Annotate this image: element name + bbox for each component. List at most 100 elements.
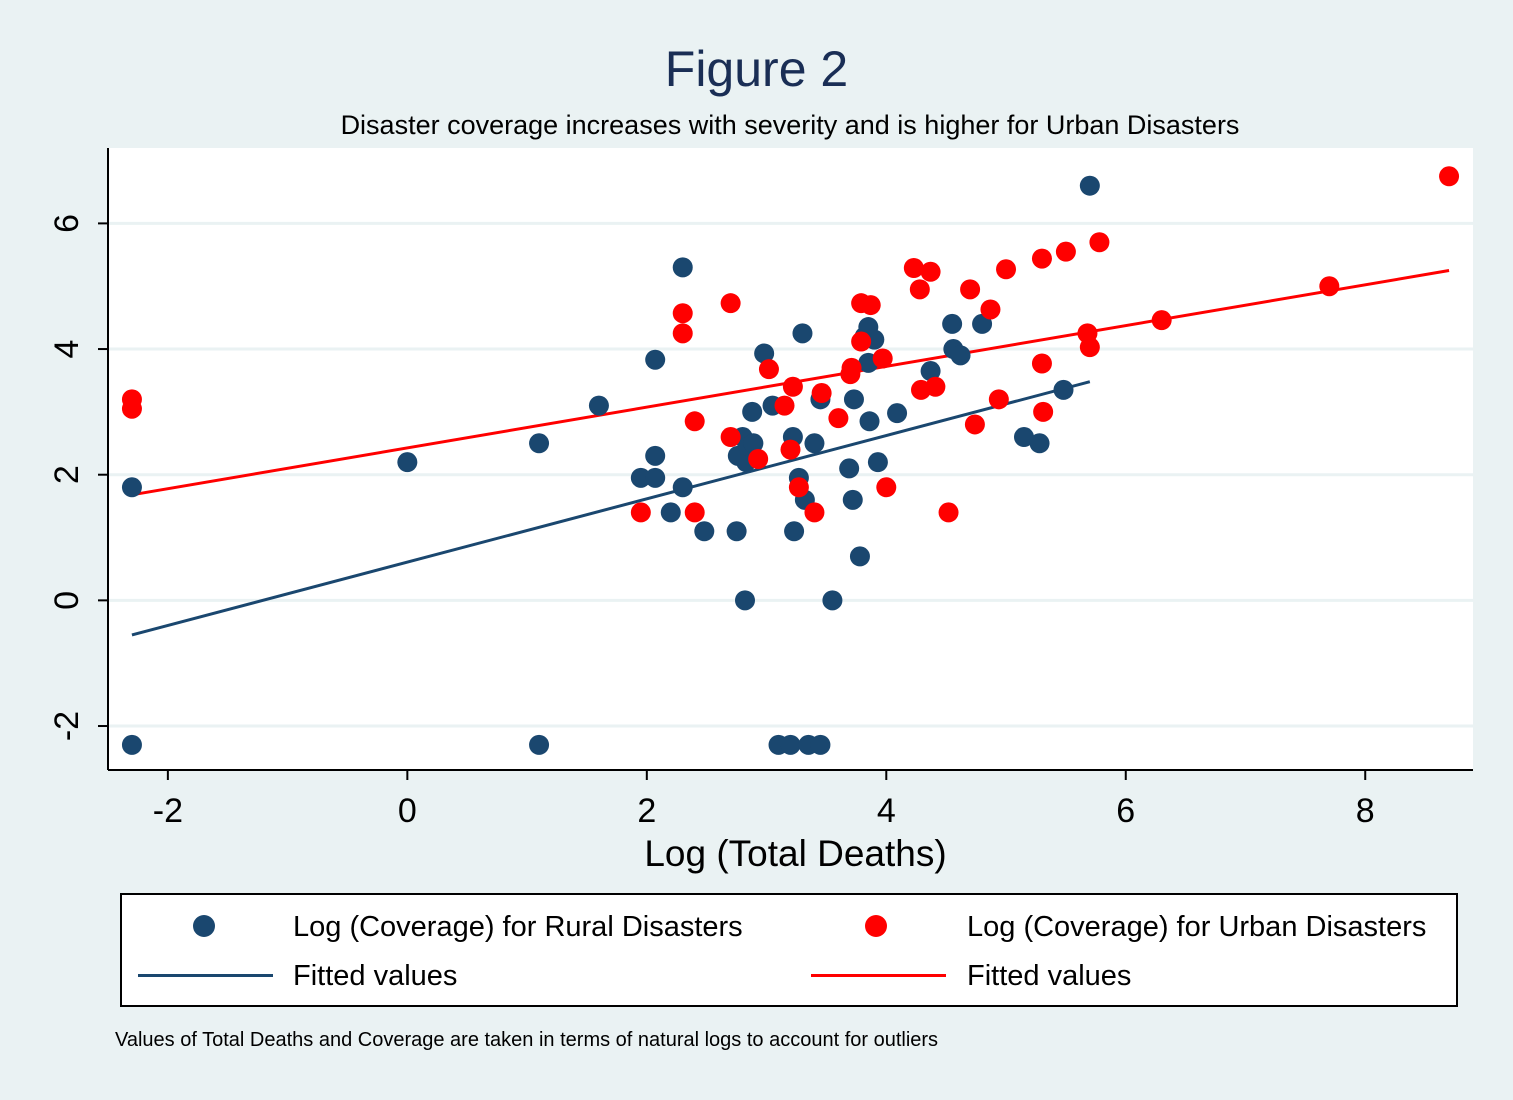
rural-point [645,445,666,466]
rural-point [942,313,963,334]
rural-point [842,489,863,510]
urban-point [1089,232,1110,253]
x-tick-label: 0 [398,792,417,830]
urban-point [988,389,1009,410]
rural-point [660,502,681,523]
urban-point [996,259,1017,280]
rural-point [780,734,801,755]
urban-point [804,502,825,523]
rural-point [849,546,870,567]
urban-point [925,376,946,397]
footnote: Values of Total Deaths and Coverage are … [115,1029,939,1051]
rural-point [920,361,941,382]
rural-point [121,477,142,498]
y-tick-label: 2 [48,465,86,484]
chart-title: Figure 2 [664,41,849,97]
urban-point [1033,401,1054,422]
urban-point [938,502,959,523]
urban-point [872,348,893,369]
urban-point [720,427,741,448]
rural-point [804,433,825,454]
rural-point [784,521,805,542]
x-axis-title: Log (Total Deaths) [644,833,946,874]
urban-point [903,258,924,279]
legend-line-urban-fit [811,974,946,977]
rural-point [726,521,747,542]
urban-point [748,449,769,469]
urban-point [788,477,809,498]
urban-point [121,398,142,419]
x-tick-label: 8 [1356,792,1375,830]
y-tick-label: 0 [48,591,86,610]
urban-point [909,279,930,300]
urban-point [960,279,981,300]
rural-point [630,467,651,488]
urban-point [672,323,693,344]
urban-point [1031,353,1052,374]
rural-point [822,590,843,611]
urban-point [841,357,862,378]
rural-point [810,734,831,755]
urban-point [672,303,693,324]
urban-point [964,414,985,435]
urban-point [1055,241,1076,262]
urban-point [782,376,803,397]
legend-marker-rural [193,915,215,937]
legend-label-urban-fit: Fitted values [967,960,1132,992]
fit-line-rural [131,380,1091,637]
urban-point [851,331,872,352]
urban-point [630,502,651,523]
urban-point [1031,248,1052,269]
legend-line-rural-fit [138,974,273,977]
rural-point [121,734,142,755]
rural-point [1053,379,1074,400]
urban-point [1079,337,1100,358]
rural-point [694,521,715,542]
rural-point [588,395,609,416]
rural-point [735,590,755,611]
urban-point [774,395,795,416]
x-tick-label: 4 [877,792,896,830]
legend-label-urban: Log (Coverage) for Urban Disasters [967,911,1427,943]
urban-point [1439,166,1460,187]
rural-point [645,349,666,370]
legend-marker-urban [865,915,887,937]
urban-point [684,502,705,523]
x-tick-label: -2 [153,792,183,830]
urban-point [1151,310,1172,331]
rural-point [859,411,880,432]
rural-point [397,452,418,473]
urban-point [811,383,832,404]
legend-label-rural: Log (Coverage) for Rural Disasters [293,911,743,943]
urban-point [920,261,941,282]
legend: Log (Coverage) for Rural Disasters Log (… [120,893,1458,1007]
rural-point [754,343,775,364]
rural-point [1029,433,1050,454]
rural-point [645,467,666,488]
urban-point [1319,276,1340,297]
rural-point [950,345,971,366]
rural-point [742,401,763,422]
rural-point [1079,175,1100,196]
y-tick-label: 4 [48,340,86,359]
x-tick-label: 6 [1116,792,1135,830]
x-tick-label: 2 [637,792,656,830]
rural-point [672,257,693,278]
urban-point [720,293,741,314]
urban-point [828,408,849,429]
rural-point [867,452,888,473]
chart-subtitle: Disaster coverage increases with severit… [340,110,1240,140]
urban-point [860,295,881,316]
y-tick-label: -2 [48,711,86,741]
y-tick-label: 6 [48,214,86,233]
rural-point [1013,427,1034,448]
urban-point [980,299,1001,320]
rural-point [792,323,813,344]
rural-point [529,433,550,454]
rural-point [529,734,550,755]
rural-point [887,403,908,424]
urban-point [684,411,705,432]
rural-point [672,477,693,498]
urban-point [876,477,897,498]
